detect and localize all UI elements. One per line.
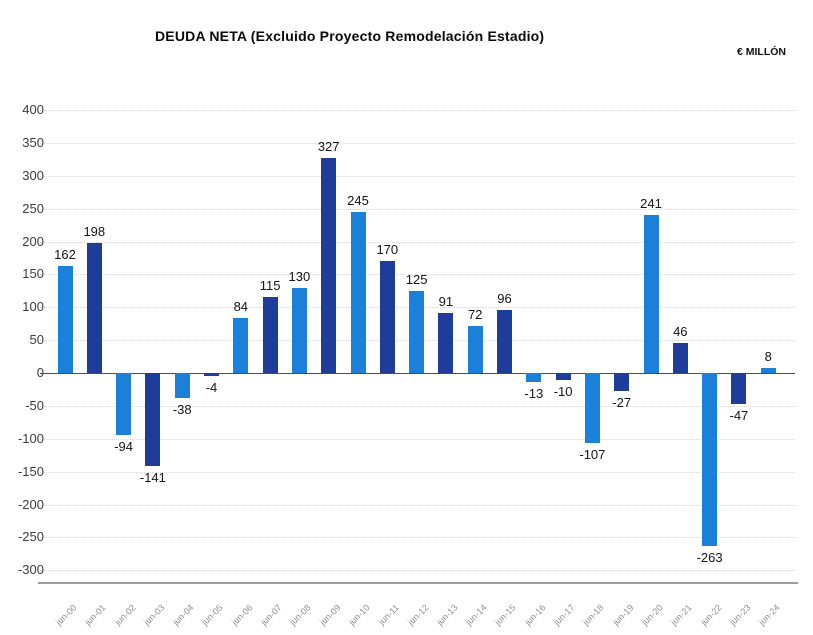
bar-value-label: 84 <box>233 298 249 314</box>
y-axis-label: -300 <box>17 562 44 578</box>
bar-jun-11 <box>379 261 395 373</box>
zero-axis-line <box>40 372 795 374</box>
bar-value-label: -107 <box>579 447 606 463</box>
gridline--300 <box>40 570 795 572</box>
bar-jun-13 <box>438 313 454 373</box>
y-axis-label: 150 <box>22 266 44 282</box>
y-axis-label: 100 <box>22 299 44 315</box>
bar-jun-07 <box>262 297 278 373</box>
y-axis-label: 350 <box>22 134 44 150</box>
bar-value-label: 245 <box>347 192 369 208</box>
unit-label: € MILLÓN <box>737 46 786 58</box>
x-axis-label-wrap: jun-24 <box>688 596 782 627</box>
bar-value-label: 130 <box>288 268 311 284</box>
bar-jun-23 <box>731 373 747 404</box>
bar-value-label: 327 <box>317 138 340 154</box>
y-axis-label: -250 <box>17 529 44 545</box>
bar-value-label: -94 <box>114 438 133 454</box>
bar-value-label: 91 <box>438 294 454 310</box>
bar-value-label: 198 <box>83 223 106 239</box>
bar-jun-03 <box>145 373 161 466</box>
bar-value-label: 170 <box>376 242 399 258</box>
gridline-400 <box>40 110 795 111</box>
bar-value-label: -4 <box>205 379 218 395</box>
gridline--200 <box>40 504 795 506</box>
bar-value-label: -38 <box>172 401 192 417</box>
y-axis-label: 50 <box>29 332 44 348</box>
x-axis-baseline <box>38 582 798 584</box>
bar-jun-19 <box>614 373 630 391</box>
bar-jun-01 <box>86 242 102 373</box>
bar-value-label: 241 <box>640 195 662 211</box>
y-axis-label: -50 <box>25 397 44 413</box>
gridline-350 <box>40 142 795 144</box>
gridline-250 <box>40 208 795 210</box>
bar-jun-18 <box>584 373 600 444</box>
bar-jun-22 <box>702 373 718 546</box>
y-axis-label: 400 <box>22 102 44 117</box>
bar-value-label: 125 <box>405 271 428 287</box>
bar-jun-02 <box>116 373 132 435</box>
bar-value-label: -141 <box>139 469 166 485</box>
x-axis-label: jun-24 <box>756 602 782 628</box>
bar-jun-24 <box>760 367 776 373</box>
bar-value-label: -27 <box>612 394 632 410</box>
y-axis-label: 250 <box>22 200 44 216</box>
bar-value-label: 72 <box>467 306 483 322</box>
bar-value-label: 96 <box>497 290 512 306</box>
bar-value-label: -263 <box>696 549 723 565</box>
bar-jun-12 <box>409 290 425 373</box>
gridline-150 <box>40 274 795 276</box>
bar-value-label: -47 <box>729 407 749 423</box>
bar-jun-10 <box>350 211 366 373</box>
y-axis-label: -150 <box>17 463 44 479</box>
bar-value-label: 8 <box>764 348 772 364</box>
bar-jun-20 <box>643 214 659 373</box>
gridline--250 <box>40 537 795 539</box>
bar-value-label: 162 <box>54 247 76 263</box>
bar-jun-16 <box>526 373 542 382</box>
gridline--150 <box>40 471 795 473</box>
gridline--100 <box>40 438 795 440</box>
gridline--50 <box>40 405 795 407</box>
bar-value-label: -13 <box>524 385 544 401</box>
bar-jun-15 <box>497 309 512 373</box>
y-axis-label: 300 <box>22 167 44 183</box>
bar-jun-21 <box>672 342 688 373</box>
bar-value-label: -10 <box>553 383 573 399</box>
y-axis-label: -200 <box>17 496 44 512</box>
bar-jun-14 <box>467 325 483 373</box>
bar-value-label: 115 <box>259 278 281 294</box>
bar-jun-05 <box>204 373 219 376</box>
y-axis-label: -100 <box>17 430 44 446</box>
y-axis-label: 0 <box>0 365 44 381</box>
bar-jun-04 <box>174 373 190 398</box>
bar-jun-08 <box>291 287 307 373</box>
bar-jun-09 <box>321 157 337 373</box>
bar-jun-17 <box>555 373 571 380</box>
gridline-300 <box>40 175 795 177</box>
chart-title: DEUDA NETA (Excluido Proyecto Remodelaci… <box>155 28 545 44</box>
bar-value-label: 46 <box>673 323 688 339</box>
y-axis-label: 200 <box>22 233 44 249</box>
gridline-200 <box>40 241 795 243</box>
bar-jun-00 <box>57 266 73 373</box>
bar-jun-06 <box>233 317 249 373</box>
